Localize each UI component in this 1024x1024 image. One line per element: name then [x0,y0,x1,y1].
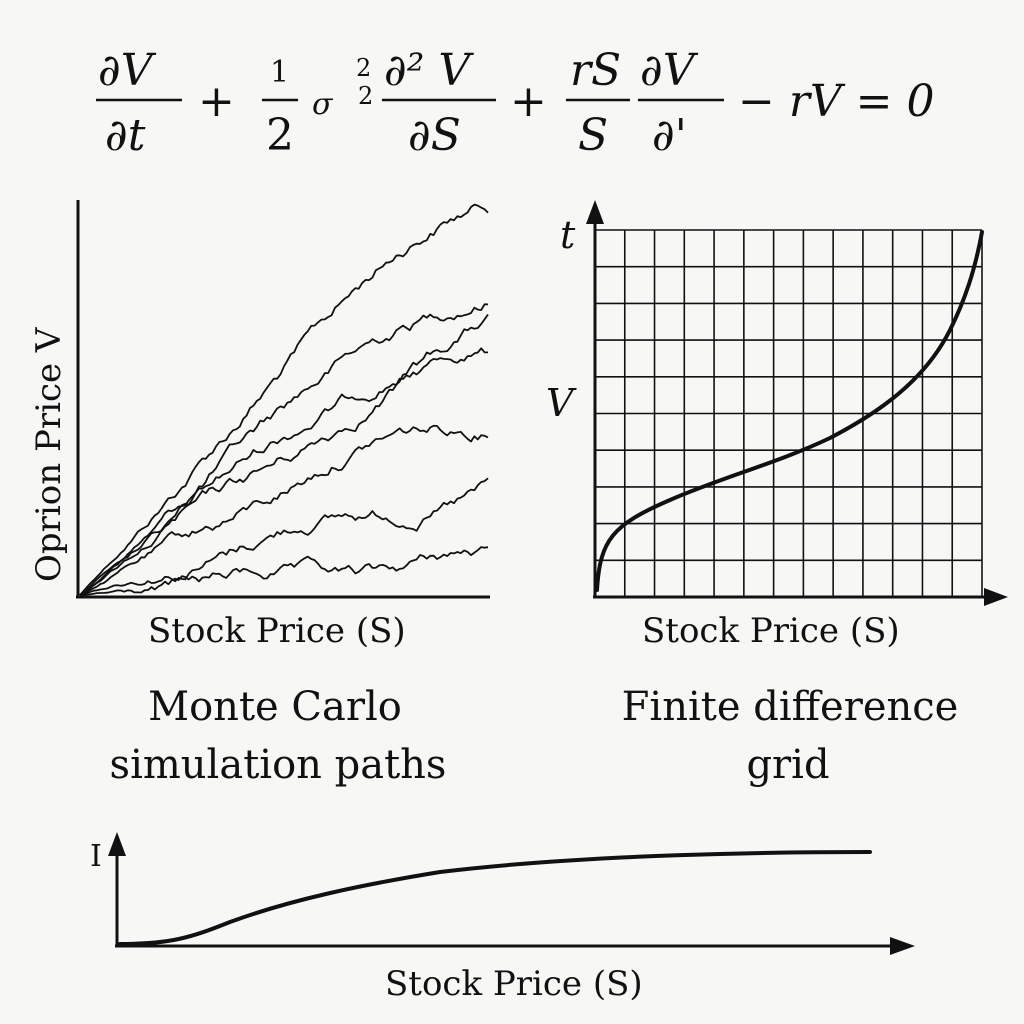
mc-simulation-path [79,347,489,596]
mc-simulation-path [79,424,489,596]
eq-dprime-denominator: ∂' [652,110,687,161]
mc-simulation-path [79,477,489,596]
fd-y-top-label: t [560,213,576,257]
mc-x-axis-label: Stock Price (S) [148,611,406,651]
eq-s-denominator: S [578,110,608,161]
eq-d2v-numerator: ∂² V [384,45,474,96]
monte-carlo-panel: Oprion Price V Stock Price (S) Monte Car… [29,200,490,788]
eq-dt-denominator: ∂t [105,110,146,161]
finite-difference-panel: t V Stock Price (S) Finite difference gr… [546,200,1008,788]
fd-caption-line-2: grid [746,742,829,788]
eq-sigma-exponent-bottom: 2 [358,82,373,110]
eq-rs-numerator: rS [570,45,621,96]
eq-half-numerator: 1 [270,55,289,90]
fd-y-axis-arrow-icon [586,200,604,224]
mc-y-axis-label: Oprion Price V [29,326,69,582]
black-scholes-equation: ∂V ∂t + 1 2 σ 2 2 ∂² V ∂S + rS S ∂V ∂' −… [96,45,935,161]
eq-dv-numerator: ∂V [98,45,157,96]
eq-plus-1: + [198,76,235,127]
fd-solution-curve [595,230,984,592]
eq-half-denominator: 2 [266,110,294,161]
bottom-x-axis-arrow-icon [890,937,915,955]
fd-y-mid-label: V [546,381,577,425]
fd-x-axis-arrow-icon [984,588,1008,606]
mc-simulation-path [79,546,489,596]
mc-caption-line-1: Monte Carlo [148,684,402,730]
mc-simulation-path [79,313,489,596]
bottom-chart-panel: I Stock Price (S) [90,832,915,1004]
eq-plus-2: + [510,76,547,127]
mc-paths-group [79,203,489,596]
bottom-y-axis-label: I [90,839,102,874]
bottom-curve [118,850,872,946]
mc-simulation-path [79,203,489,596]
bottom-x-axis-label: Stock Price (S) [385,964,643,1004]
eq-ds-denominator: ∂S [408,110,461,161]
eq-sigma-exponent-top: 2 [356,54,371,82]
bottom-y-axis-arrow-icon [108,832,126,856]
eq-sigma: σ [312,87,334,122]
mc-caption-line-2: simulation paths [110,742,447,788]
mc-simulation-path [79,303,489,596]
fd-caption-line-1: Finite difference [622,684,959,730]
eq-tail: − rV = 0 [738,76,935,127]
fd-grid [594,229,983,598]
fd-x-axis-label: Stock Price (S) [642,611,900,651]
eq-dv-numerator-2: ∂V [640,45,699,96]
